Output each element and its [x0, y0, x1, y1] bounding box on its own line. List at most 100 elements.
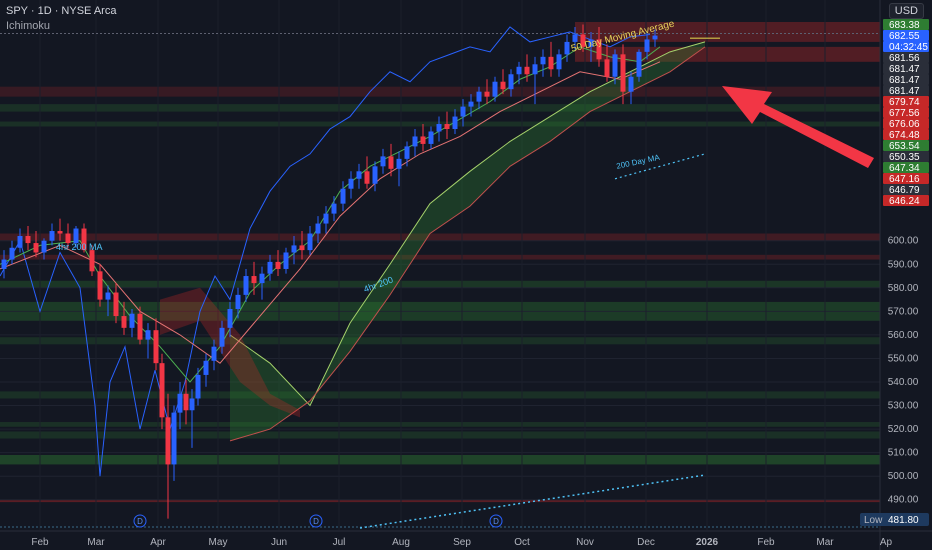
candle-body: [412, 136, 418, 147]
base-line: [0, 61, 661, 364]
candle-body: [189, 398, 195, 411]
candle-body: [388, 156, 394, 169]
candle-body: [267, 261, 273, 274]
zone-band: [0, 431, 880, 439]
price-tag-label: 676.06: [889, 119, 920, 130]
time-axis[interactable]: Feb Mar Apr May Jun Jul Aug Sep Oct Nov Dec 2026 Feb…: [0, 530, 932, 548]
price-tag: 682.55: [883, 30, 929, 42]
price-tick-label: 520.00: [888, 424, 919, 435]
candle-body: [468, 101, 474, 107]
currency-button[interactable]: USD: [888, 3, 924, 19]
candle-body: [33, 243, 39, 253]
candle-body: [612, 54, 618, 77]
time-tick-label: Feb: [757, 537, 775, 548]
price-tag: 650.35: [883, 151, 929, 163]
candle-body: [299, 245, 305, 251]
dividend-marker-circle: [133, 514, 147, 528]
price-tag: 681.47: [883, 74, 929, 86]
time-tick-label: May: [209, 537, 228, 548]
price-tick-label: 550.00: [888, 353, 919, 364]
indicator-label[interactable]: Ichimoku: [6, 20, 51, 32]
price-tag-bg: [883, 151, 929, 162]
candle-body: [41, 240, 47, 253]
candle-body: [588, 39, 594, 47]
dividend-marker-label: D: [313, 517, 319, 526]
zone-band: [0, 86, 880, 97]
dividend-marker-label: D: [493, 517, 499, 526]
candle-body: [137, 313, 143, 340]
candle-body: [460, 106, 466, 117]
price-tag: 681.47: [883, 85, 929, 97]
price-tick-label: 490.00: [888, 495, 919, 506]
candle-body: [307, 233, 313, 251]
dividend-marker-circle: [309, 514, 323, 528]
candle-body: [372, 166, 378, 184]
zone-band: [0, 422, 880, 427]
candle-body: [556, 54, 562, 70]
candle-body: [340, 188, 346, 204]
candle-body: [644, 39, 650, 52]
ma200-dotted: [614, 153, 706, 180]
candle-body: [235, 294, 241, 309]
price-tag: 647.34: [883, 162, 929, 174]
price-axis[interactable]: 490.00 500.00 510.00 520.00 530.00 540.00 550.…: [860, 0, 932, 550]
price-tag: 04:32:45: [883, 41, 929, 53]
dividend-marker: D: [309, 514, 323, 528]
price-tag-bg: [883, 162, 929, 173]
time-tick-label: Jun: [271, 537, 287, 548]
candle-body: [572, 34, 578, 42]
price-tick-label: 580.00: [888, 283, 919, 294]
annotation-label: 4hr 200 MA: [56, 242, 103, 252]
price-tag-bg: [883, 129, 929, 140]
candle-body: [420, 136, 426, 144]
candle-body: [171, 412, 177, 465]
price-tag-label: 681.47: [889, 86, 920, 97]
time-tick-label: Ap: [880, 537, 893, 548]
price-tag: 683.38: [883, 19, 929, 31]
candle-body: [159, 363, 165, 418]
grid-lines: [0, 32, 880, 528]
price-tick-label: 600.00: [888, 236, 919, 247]
candle-body: [516, 66, 522, 75]
zone-band: [575, 22, 880, 42]
zone-band: [0, 233, 880, 241]
candle-body: [219, 327, 225, 347]
candle-body: [540, 56, 546, 65]
candle-body: [564, 41, 570, 55]
candle-body: [145, 330, 151, 340]
candle-body: [331, 203, 337, 214]
time-tick-label: 2026: [696, 537, 719, 548]
trendline-dotted: [359, 474, 706, 529]
support-resistance-zones: [0, 22, 880, 503]
price-tag-label: 646.24: [889, 196, 920, 207]
price-tag-bg: [883, 30, 929, 41]
candle-body: [9, 247, 15, 260]
candle-body: [153, 330, 159, 364]
time-tick-label: Sep: [453, 537, 471, 548]
candle-body: [532, 64, 538, 75]
price-tick-label: 560.00: [888, 330, 919, 341]
candle-body: [323, 213, 329, 224]
candle-body: [356, 171, 362, 179]
candle-body: [492, 81, 498, 97]
dividend-marker: D: [489, 514, 503, 528]
candle-body: [183, 393, 189, 411]
price-tick-label: 540.00: [888, 377, 919, 388]
zone-band: [0, 455, 880, 465]
price-tag-bg: [883, 19, 929, 30]
candle-body: [652, 35, 658, 40]
price-tick-label: 590.00: [888, 259, 919, 270]
price-tag-label: 653.54: [889, 141, 920, 152]
arrow-annotation: [722, 86, 874, 168]
dividend-marker: D: [133, 514, 147, 528]
candle-body: [396, 158, 402, 169]
price-tag-label: 04:32:45: [889, 42, 928, 53]
low-price-tag: Low 481.80: [860, 513, 929, 526]
zone-band: [0, 391, 880, 399]
candle-body: [524, 66, 530, 75]
price-tag-label: 682.55: [889, 31, 920, 42]
time-tick-label: Dec: [637, 537, 655, 548]
candle-body: [436, 124, 442, 132]
price-tick-label: 570.00: [888, 306, 919, 317]
